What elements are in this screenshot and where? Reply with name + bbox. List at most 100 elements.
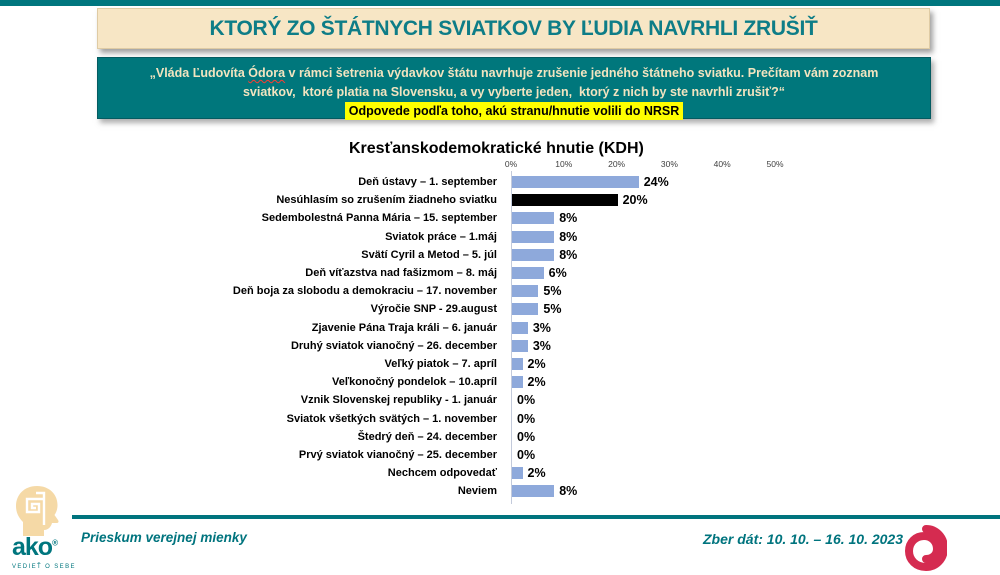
value-label: 8%: [559, 247, 578, 262]
bar-zone: 2%: [512, 375, 546, 389]
x-axis-tick-label: 30%: [660, 159, 678, 169]
value-label: 3%: [532, 320, 551, 335]
category-label: Deň boja za slobodu a demokraciu – 17. n…: [232, 285, 497, 298]
bar-zone: 2%: [512, 357, 546, 371]
chart-row: Svätí Cyril a Metod – 5. júl 8%: [0, 246, 1000, 264]
ako-head-icon: [16, 486, 59, 536]
value-label: 8%: [559, 484, 578, 499]
value-label: 5%: [543, 302, 562, 317]
value-label: 24%: [643, 175, 669, 190]
highlight-note: Odpovede podľa toho, akú stranu/hnutie v…: [344, 101, 684, 121]
x-axis-tick-label: 10%: [555, 159, 573, 169]
bar-zone: 20%: [512, 193, 648, 207]
value-label: 0%: [517, 429, 536, 444]
ako-logo-slogan: VEDIEŤ O SEBE: [12, 564, 76, 570]
chart-row: Neviem 8%: [0, 482, 1000, 500]
category-label: Sedembolestná Panna Mária – 15. septembe…: [261, 212, 497, 225]
value-label: 20%: [622, 193, 648, 208]
bar-zone: 3%: [512, 321, 551, 335]
value-label: 2%: [527, 466, 546, 481]
category-label: Veľkonočný pondelok – 10.apríl: [331, 376, 497, 389]
red-spiral-logo-icon: [904, 525, 947, 571]
chart-row: Druhý sviatok vianočný – 26. december 3%: [0, 337, 1000, 355]
bar: [512, 230, 555, 243]
chart-row: Veľkonočný pondelok – 10.apríl 2%: [0, 373, 1000, 391]
chart-row: Prvý sviatok vianočný – 25. december 0%: [0, 446, 1000, 464]
chart-row: Deň víťazstva nad fašizmom – 8. máj 6%: [0, 264, 1000, 282]
bar-zone: 6%: [512, 266, 567, 280]
ako-agency-logo: ako® VEDIEŤ O SEBE: [10, 485, 90, 573]
value-label: 3%: [532, 338, 551, 353]
bar-zone: 0%: [512, 412, 535, 426]
x-axis-tick-label: 50%: [766, 159, 784, 169]
bar-zone: 24%: [512, 175, 669, 189]
bar-zone: 2%: [512, 466, 546, 480]
category-label: Štedrý deň – 24. december: [357, 430, 497, 443]
bar: [512, 212, 555, 225]
bar-zone: 8%: [512, 484, 577, 498]
footer-collection-dates: Zber dát: 10. 10. – 16. 10. 2023: [703, 531, 904, 547]
bar-zone: 3%: [512, 339, 551, 353]
chart-row: Výročie SNP - 29.august 5%: [0, 300, 1000, 318]
category-label: Zjavenie Pána Traja králi – 6. január: [311, 321, 497, 334]
question-line1-misspelled-word: Ódora: [248, 66, 286, 80]
bar: [512, 248, 555, 261]
value-label: 8%: [559, 211, 578, 226]
chart-title: Kresťanskodemokratické hnutie (KDH): [349, 140, 644, 157]
category-label: Deň víťazstva nad fašizmom – 8. máj: [305, 267, 497, 280]
ako-logo-wordmark: ako®: [12, 533, 58, 561]
bar: [512, 267, 544, 280]
bar: [512, 376, 523, 389]
slide-title: KTORÝ ZO ŠTÁTNYCH SVIATKOV BY ĽUDIA NAVR…: [209, 16, 818, 40]
bar: [512, 357, 523, 370]
category-label: Deň ústavy – 1. september: [358, 176, 497, 189]
category-label: Sviatok práce – 1.máj: [385, 230, 497, 243]
category-label: Nechcem odpovedať: [387, 467, 497, 480]
top-teal-strip: [0, 0, 1000, 6]
bar: [512, 321, 528, 334]
chart-row: Nechcem odpovedať 2%: [0, 464, 1000, 482]
x-axis-tick-label: 0%: [504, 159, 518, 169]
slide-title-box: KTORÝ ZO ŠTÁTNYCH SVIATKOV BY ĽUDIA NAVR…: [97, 8, 930, 49]
value-label: 8%: [559, 229, 578, 244]
category-label: Sviatok všetkých svätých – 1. november: [286, 412, 497, 425]
question-highlight-row: Odpovede podľa toho, akú stranu/hnutie v…: [98, 101, 930, 121]
category-label: Vznik Slovenskej republiky - 1. január: [300, 394, 497, 407]
category-label: Druhý sviatok vianočný – 26. december: [290, 339, 497, 352]
category-label: Výročie SNP - 29.august: [370, 303, 497, 316]
bar: [512, 176, 639, 189]
value-label: 5%: [543, 284, 562, 299]
chart-row: Štedrý deň – 24. december 0%: [0, 428, 1000, 446]
question-line1-suffix: v rámci šetrenia výdavkov štátu navrhuje…: [285, 66, 879, 80]
bar-zone: 0%: [512, 393, 535, 407]
bar-chart: Deň ústavy – 1. september 24% Nesúhlasím s…: [0, 173, 1000, 500]
bar-zone: 5%: [512, 284, 561, 298]
bar-zone: 0%: [512, 448, 535, 462]
chart-row: Deň boja za slobodu a demokraciu – 17. n…: [0, 282, 1000, 300]
footer-divider-line: [72, 515, 1000, 519]
category-label: Veľký piatok – 7. apríl: [384, 357, 497, 370]
value-label: 0%: [517, 393, 536, 408]
bar-zone: 0%: [512, 430, 535, 444]
chart-row: Vznik Slovenskej republiky - 1. január 0%: [0, 391, 1000, 409]
registered-mark: ®: [52, 538, 58, 548]
question-line-1: „Vláda Ľudovíta Ódora v rámci šetrenia v…: [98, 64, 930, 83]
value-label: 2%: [527, 375, 546, 390]
bar: [512, 303, 539, 316]
bar: [512, 485, 555, 498]
value-label: 6%: [548, 266, 567, 281]
category-label: Prvý sviatok vianočný – 25. december: [298, 448, 497, 461]
category-label: Svätí Cyril a Metod – 5. júl: [361, 248, 497, 261]
value-label: 0%: [517, 447, 536, 462]
value-label: 2%: [527, 356, 546, 371]
chart-row: Nesúhlasím so zrušením žiadneho sviatku 2…: [0, 191, 1000, 209]
chart-row: Deň ústavy – 1. september 24%: [0, 173, 1000, 191]
chart-row: Sviatok práce – 1.máj 8%: [0, 228, 1000, 246]
bar: [512, 194, 618, 207]
x-axis-tick-label: 20%: [608, 159, 626, 169]
bar: [512, 339, 528, 352]
category-label: Neviem: [457, 485, 497, 498]
survey-question-box: „Vláda Ľudovíta Ódora v rámci šetrenia v…: [97, 57, 931, 121]
value-label: 0%: [517, 411, 536, 426]
bar-zone: 5%: [512, 302, 561, 316]
